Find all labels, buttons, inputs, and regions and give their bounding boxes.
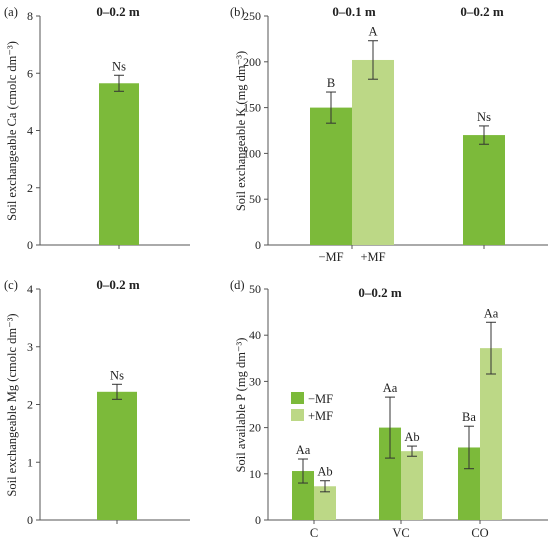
y-tick-label: 10 (249, 467, 261, 481)
panel-title: 0–0.2 m (96, 4, 140, 19)
y-tick-label: 100 (243, 146, 261, 160)
y-tick-label: 4 (27, 124, 33, 138)
y-tick-label: 50 (249, 282, 261, 296)
data-label: Aa (383, 381, 398, 395)
bar (458, 447, 480, 520)
y-axis-label: Soil available P (mg dm⁻³) (234, 338, 248, 473)
y-tick-label: 6 (27, 66, 33, 80)
legend-label: +MF (308, 409, 333, 423)
panel-a: (a) 0 2 4 6 8 Soil exchangeable Ca (cmolc dm⁻³… (4, 4, 190, 252)
y-tick-label: 150 (243, 101, 261, 115)
x-tick-label: VC (392, 526, 409, 540)
data-label: Aa (484, 306, 499, 320)
bar (480, 348, 502, 520)
data-label: Ns (477, 110, 491, 124)
y-tick-label: 30 (249, 374, 261, 388)
panel-title: 0–0.2 m (96, 277, 140, 292)
y-axis-label: Soil exchangeable Ca (cmolc dm⁻³) (5, 41, 19, 221)
bar (99, 83, 139, 245)
x-tick-label: −MF (318, 250, 343, 264)
y-tick-label: 0 (255, 238, 261, 252)
y-axis-label: Soil exchangeable Mg (cmolc dm⁻³) (5, 313, 19, 496)
data-label: A (368, 25, 377, 39)
data-label: Ns (110, 368, 124, 382)
bar (97, 391, 137, 520)
x-tick-label: C (310, 526, 318, 540)
data-label: Ab (317, 465, 332, 479)
legend-swatch (291, 392, 304, 404)
y-tick-label: 1 (27, 455, 33, 469)
x-tick-label: +MF (360, 250, 385, 264)
y-tick-label: 8 (27, 9, 33, 23)
panel-label: (c) (4, 278, 18, 292)
y-tick-label: 40 (249, 328, 261, 342)
y-tick-label: 50 (249, 192, 261, 206)
data-label: Aa (296, 443, 311, 457)
y-tick-label: 250 (243, 9, 261, 23)
bar (310, 107, 352, 245)
panel-label: (a) (4, 5, 18, 19)
data-label: Ab (404, 430, 419, 444)
y-tick-label: 4 (27, 282, 33, 296)
y-tick-label: 20 (249, 421, 261, 435)
y-axis-label: Soil exchangeable K (mg dm⁻³) (234, 51, 248, 211)
bar (463, 135, 505, 245)
data-label: B (327, 76, 335, 90)
y-tick-label: 0 (255, 513, 261, 527)
y-tick-label: 2 (27, 181, 33, 195)
x-tick-label: CO (471, 526, 488, 540)
y-tick-label: 3 (27, 340, 33, 354)
group-title: 0–0.1 m (332, 4, 376, 19)
panel-c: (c) 0 1 2 3 4 Soil exchangeable Mg (cmolc dm⁻³… (4, 277, 190, 527)
bar (352, 59, 394, 245)
panel-label: (b) (230, 5, 245, 19)
y-tick-label: 200 (243, 55, 261, 69)
y-tick-label: 0 (27, 513, 33, 527)
bar (292, 471, 314, 520)
group-title: 0–0.2 m (460, 4, 504, 19)
panel-b: (b) 0 50 100 150 200 250 Soil exchangeable K (m… (230, 4, 548, 264)
legend-swatch (291, 409, 304, 421)
y-tick-label: 0 (27, 238, 33, 252)
data-label: Ns (112, 59, 126, 73)
panel-d: (d) 0 10 20 30 40 50 Soil available P (mg dm⁻³)… (230, 278, 548, 540)
legend: −MF +MF (291, 392, 333, 423)
data-label: Ba (462, 410, 476, 424)
bar (314, 486, 336, 520)
legend-label: −MF (308, 392, 333, 406)
y-tick-label: 2 (27, 398, 33, 412)
panel-label: (d) (230, 278, 245, 292)
panel-title: 0–0.2 m (358, 285, 402, 300)
bar (401, 451, 423, 520)
bar (379, 427, 401, 520)
